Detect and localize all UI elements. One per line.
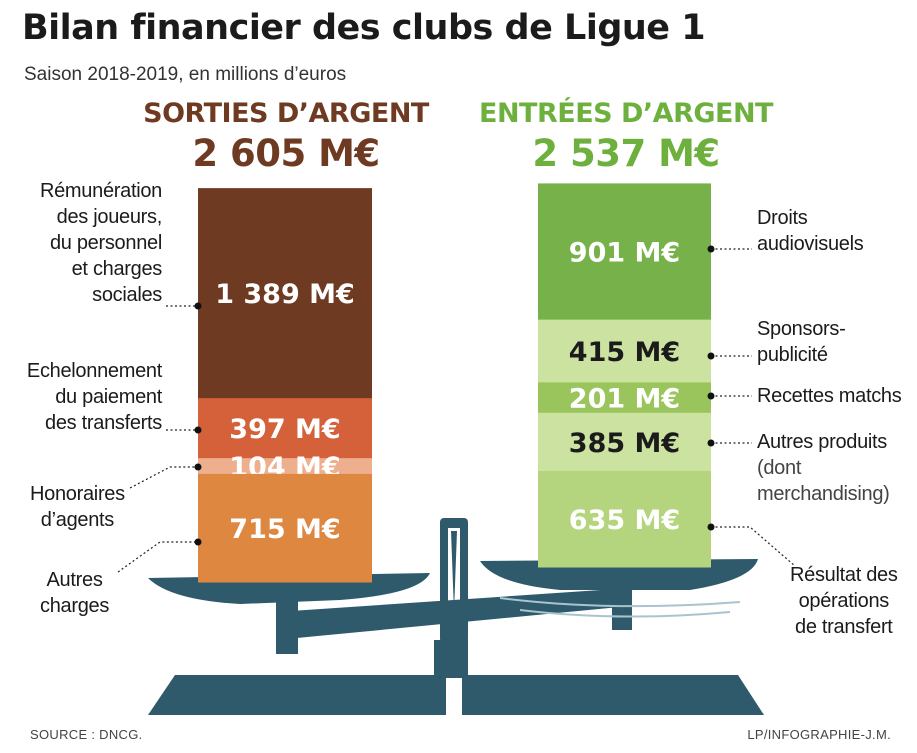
leader-dot	[707, 523, 715, 531]
leader-dot	[194, 426, 202, 434]
bar-segment	[198, 398, 372, 459]
bar-segment-value-label: 397 M€	[229, 414, 340, 445]
motion-line-1	[499, 597, 741, 608]
bar-segment-value-label: 635 M€	[569, 505, 680, 536]
inflow-total: 2 537 M€	[532, 132, 720, 175]
bar-segment	[538, 470, 711, 568]
outflow-heading: SORTIES D’ARGENT	[143, 98, 429, 129]
bar-segment-value-label: 715 M€	[229, 514, 340, 545]
page-subtitle: Saison 2018-2019, en millions d’euros	[24, 64, 347, 85]
category-label-autres-charges: Autres charges	[40, 569, 110, 617]
inflow-heading: ENTRÉES D’ARGENT	[479, 98, 773, 129]
category-sublabel-merchandising: (dont merchandising)	[757, 457, 890, 505]
leader-line	[117, 541, 198, 573]
leader-dot	[707, 245, 715, 253]
outflow-stack: 1 389 M€397 M€104 M€715 M€	[198, 188, 372, 583]
motion-line-2	[519, 609, 731, 618]
bar-segment	[198, 188, 372, 399]
category-label-droits: Droits audiovisuels	[757, 207, 864, 255]
category-label-transferts: Résultat des opérations de transfert	[790, 564, 898, 638]
leader-dot	[194, 302, 202, 310]
leader-line	[129, 466, 198, 489]
category-label-autres-produits: Autres produits (dont merchandising)	[757, 431, 890, 505]
bar-segment	[538, 319, 711, 383]
bar-segment-value-label: 385 M€	[569, 428, 680, 459]
leader-dot	[707, 439, 715, 447]
inflow-stack: 901 M€ 415 M€ 201 M€ 385 M€ 635 M€	[538, 183, 711, 568]
bar-segment-value-label: 201 M€	[569, 384, 680, 415]
outflow-total: 2 605 M€	[192, 132, 380, 175]
bar-segment	[198, 458, 372, 475]
scale-post-left	[276, 592, 298, 654]
scale-needle	[451, 531, 457, 612]
leader-lines	[117, 245, 796, 573]
scale-foot	[434, 640, 468, 678]
bar-segment	[538, 382, 711, 414]
category-label-echelonnement: Echelonnement du paiement des transferts	[26, 360, 162, 434]
category-label-recettes: Recettes matchs	[757, 385, 902, 407]
leader-dot	[707, 392, 715, 400]
leader-dot	[194, 463, 202, 471]
leader-dot	[707, 352, 715, 360]
bar-segment-value-label: 1 389 M€	[215, 279, 355, 310]
bar-segment	[538, 412, 711, 472]
category-label-honoraires: Honoraires d’agents	[30, 483, 125, 531]
scale-beam	[276, 588, 630, 640]
bar-segment-value-label: 901 M€	[569, 238, 680, 269]
credit-note: LP/INFOGRAPHIE-J.M.	[747, 727, 891, 742]
category-label-remuneration: Rémunération des joueurs, du personnel e…	[39, 180, 162, 306]
bar-segment	[198, 473, 372, 583]
category-label-sponsors: Sponsors- publicité	[757, 318, 846, 366]
scale-base-left	[148, 675, 446, 715]
source-note: SOURCE : DNCG.	[30, 727, 143, 742]
leader-dot	[194, 538, 202, 546]
scale-base-right	[462, 675, 764, 715]
bar-segment-value-label: 415 M€	[569, 337, 680, 368]
page-title: Bilan financier des clubs de Ligue 1	[22, 8, 706, 48]
scale-post-right	[612, 585, 632, 630]
bar-segment	[538, 183, 711, 321]
